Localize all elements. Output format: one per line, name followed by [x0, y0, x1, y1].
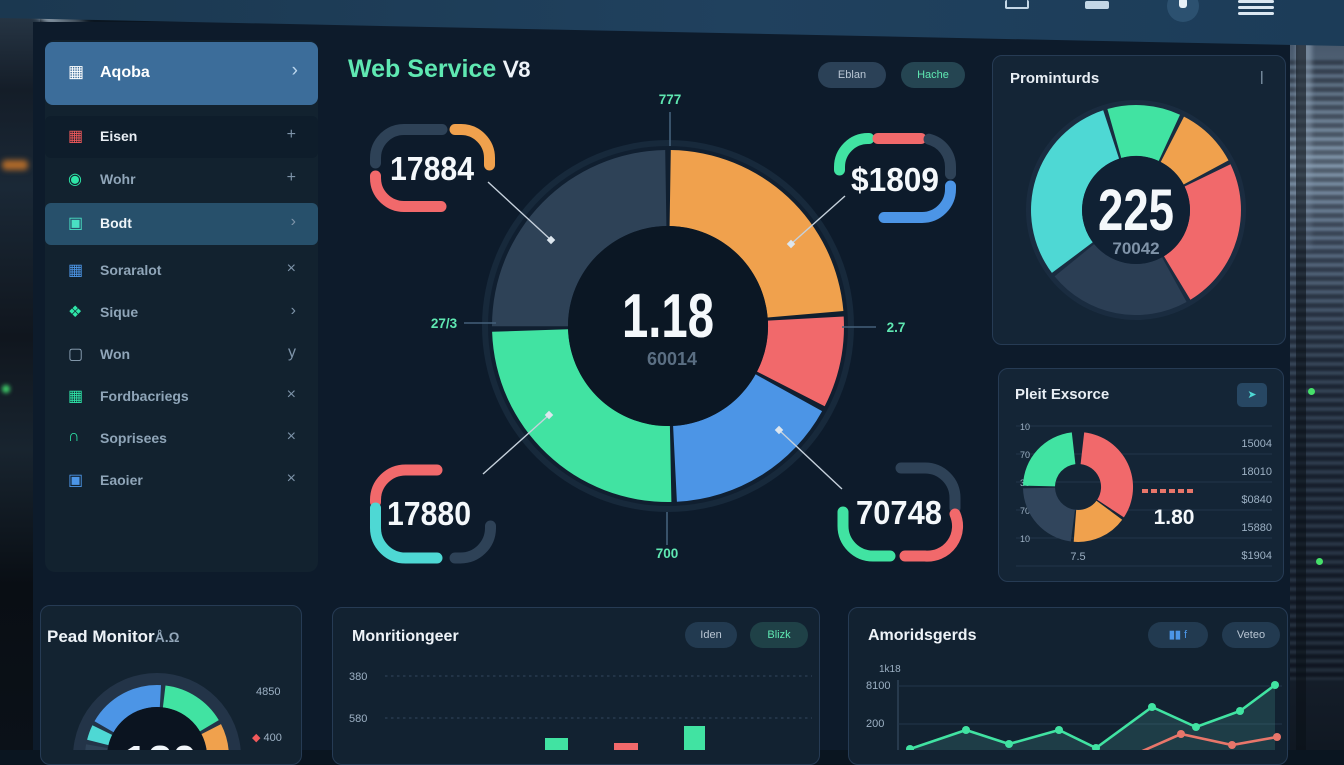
svg-text:70042: 70042 [1112, 239, 1159, 258]
svg-text:120: 120 [123, 737, 196, 750]
svg-text:1.18: 1.18 [622, 282, 714, 351]
svg-text:70: 70 [1020, 506, 1030, 516]
svg-text:2.7: 2.7 [887, 320, 906, 335]
svg-text:$1904: $1904 [1241, 550, 1272, 562]
svg-text:700: 700 [656, 546, 679, 561]
svg-text:$1809: $1809 [851, 161, 939, 198]
svg-text:17884: 17884 [390, 150, 475, 187]
svg-text:1.80: 1.80 [1154, 506, 1195, 529]
svg-text:70748: 70748 [856, 494, 942, 531]
svg-text:777: 777 [659, 92, 682, 107]
svg-text:17880: 17880 [387, 495, 471, 532]
svg-text:60014: 60014 [647, 349, 697, 369]
svg-text:7.5: 7.5 [1070, 551, 1085, 563]
svg-text:10: 10 [1020, 422, 1030, 432]
svg-text:10: 10 [1020, 534, 1030, 544]
svg-text:27/3: 27/3 [431, 316, 458, 331]
svg-text:225: 225 [1098, 178, 1174, 243]
svg-text:15004: 15004 [1241, 438, 1272, 450]
svg-text:15880: 15880 [1241, 522, 1272, 534]
svg-text:18010: 18010 [1241, 466, 1272, 478]
svg-text:$0840: $0840 [1241, 494, 1272, 506]
svg-text:70: 70 [1020, 450, 1030, 460]
